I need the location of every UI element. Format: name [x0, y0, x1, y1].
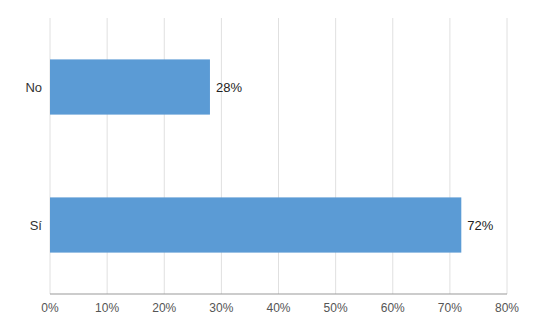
x-tick-label: 20% [152, 301, 176, 315]
x-tick-label: 30% [209, 301, 233, 315]
x-tick-label: 10% [95, 301, 119, 315]
y-tick-labels: Sí No [25, 80, 42, 233]
x-tick-labels: 0% 10% 20% 30% 40% 50% 60% 70% 80% [41, 301, 519, 315]
chart-container: 0% 10% 20% 30% 40% 50% 60% 70% 80% 72% 28% Sí No [0, 0, 543, 328]
chart-svg: 0% 10% 20% 30% 40% 50% 60% 70% 80% 72% 28% Sí No [0, 0, 543, 328]
bar [50, 197, 461, 252]
x-tick-label: 50% [324, 301, 348, 315]
x-tick-label: 70% [438, 301, 462, 315]
x-axis-line [50, 294, 507, 295]
data-labels: 72% 28% [216, 80, 494, 233]
grid-line [221, 18, 222, 294]
category-label: Sí [30, 218, 43, 233]
grid-line [392, 18, 393, 294]
x-tick-label: 60% [381, 301, 405, 315]
data-label: 28% [216, 80, 242, 95]
data-label: 72% [467, 218, 493, 233]
grid-line [335, 18, 336, 294]
bar [50, 59, 210, 114]
category-label: No [25, 80, 42, 95]
grid [50, 18, 507, 294]
x-tick-label: 40% [266, 301, 290, 315]
grid-line [449, 18, 450, 294]
x-tick-label: 80% [495, 301, 519, 315]
bars [50, 59, 461, 252]
grid-line [278, 18, 279, 294]
grid-line [507, 18, 508, 294]
x-tick-label: 0% [41, 301, 59, 315]
